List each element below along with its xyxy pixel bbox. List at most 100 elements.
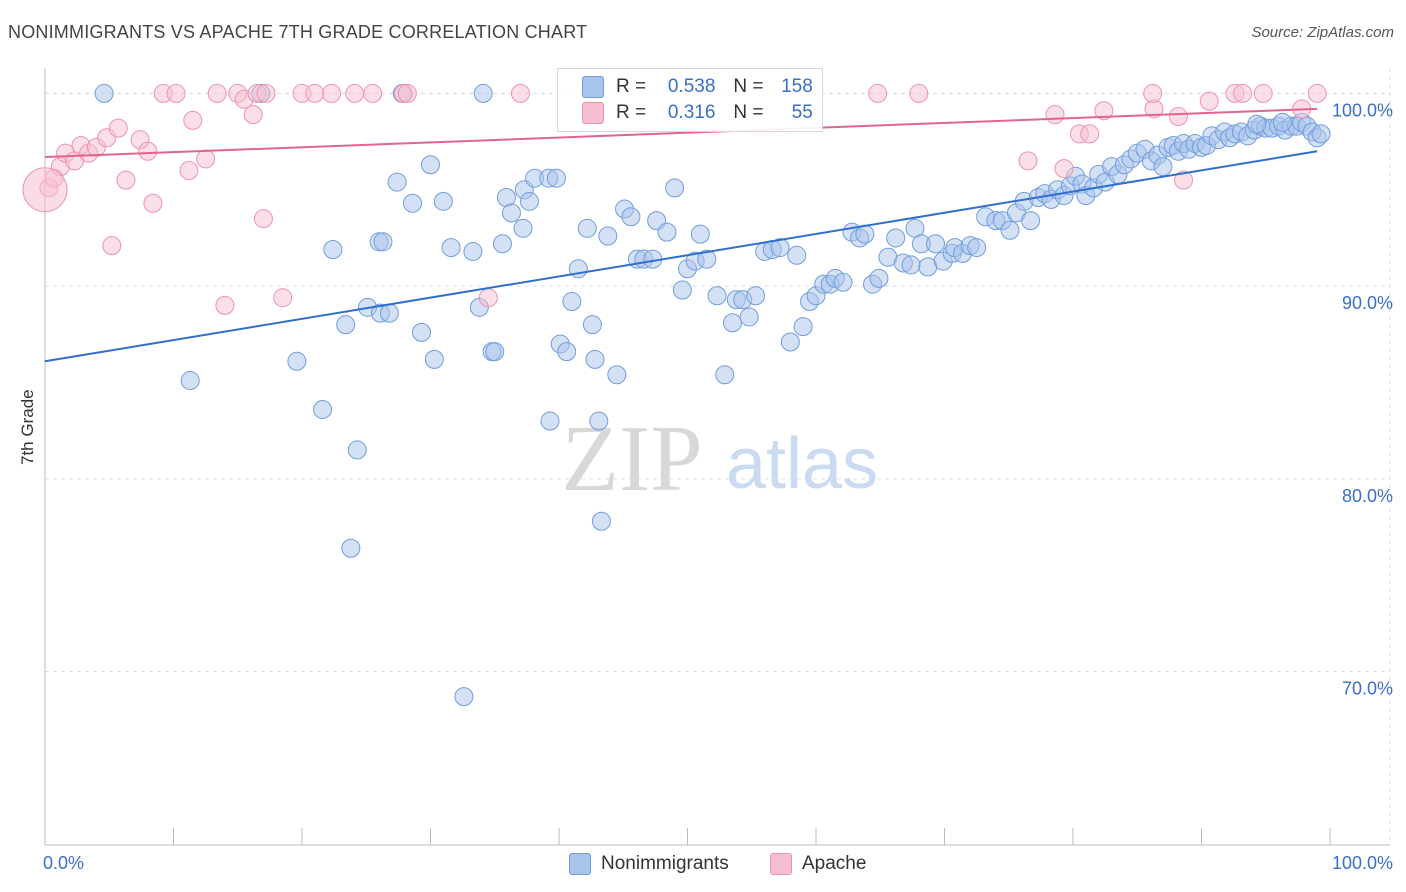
apache-point [1045,105,1065,125]
nonimmigrants-point [336,315,356,335]
nonimmigrants-point [421,155,440,175]
apache-point [322,83,342,103]
nonimmigrants-point [589,411,609,431]
nonimmigrants-point [746,286,766,306]
legend-row-apache: R = 0.316 N = 55 [582,101,813,125]
apache-point [183,110,203,130]
legend-n-value: 158 [781,76,813,97]
legend-swatch-blue [569,853,591,875]
legend-n-label: N = [733,76,764,97]
y-axis-label: 7th Grade [18,389,37,465]
nonimmigrants-point [492,234,512,254]
apache-point [1174,170,1194,190]
nonimmigrants-point [485,342,505,362]
nonimmigrants-point [501,203,521,223]
apache-point [138,141,158,161]
legend-r-label: R = [616,102,647,123]
nonimmigrants-point [441,238,461,258]
legend-r-label: R = [616,76,647,97]
nonimmigrants-point [1153,157,1173,177]
nonimmigrants-point [313,399,333,419]
nonimmigrants-point [1021,211,1041,231]
apache-point [102,236,122,256]
nonimmigrants-point [562,292,582,312]
nonimmigrants-point [715,365,735,385]
nonimmigrants-point [412,322,432,342]
apache-point [207,83,227,103]
nonimmigrants-point [707,286,727,306]
nonimmigrants-point [463,241,483,261]
apache-point [179,161,199,181]
nonimmigrants-point [967,238,987,258]
apache-point [397,83,417,103]
x-tick-label: 100.0% [1332,853,1393,873]
nonimmigrants-point [1272,112,1292,132]
watermark-zip: ZIP [562,407,703,511]
nonimmigrants-point [582,315,602,335]
apache-point [510,83,530,103]
apache-point [1253,83,1273,103]
nonimmigrants-point [540,411,560,431]
apache-point [1018,151,1038,171]
apache-point [1094,101,1114,121]
apache-point [256,83,276,103]
nonimmigrants-point [1311,124,1331,144]
apache-point [1080,124,1100,144]
nonimmigrants-point [739,307,759,327]
nonimmigrants-point [869,268,889,288]
nonimmigrants-point [94,83,114,103]
nonimmigrants-point [901,255,921,275]
apache-point [108,118,128,138]
nonimmigrants-point [433,191,453,211]
nonimmigrants-point [379,303,399,323]
legend-swatch-blue [582,76,604,98]
bottom-legend-nonimmigrants[interactable]: Nonimmigrants [569,852,729,876]
apache-point [478,288,498,308]
apache-trend-line [44,107,1318,159]
apache-point [1307,83,1327,103]
nonimmigrants-point [180,371,200,391]
apache-point [363,83,383,103]
nonimmigrants-point [1247,114,1267,134]
legend-label-nonimmigrants: Nonimmigrants [601,853,729,874]
nonimmigrants-point [323,240,343,260]
nonimmigrants-trend-line [44,150,1318,363]
nonimmigrants-point [557,342,577,362]
apache-point [273,288,293,308]
nonimmigrants-point [287,351,307,371]
nonimmigrants-point [424,349,444,369]
legend-n-value: 55 [791,102,813,123]
nonimmigrants-point [1000,220,1020,240]
legend-r-value: 0.538 [667,76,716,97]
apache-point [1168,107,1188,127]
apache-point [116,170,136,190]
apache-point [305,83,325,103]
apache-point [196,149,216,169]
y-tick-label: 80.0% [1342,486,1393,506]
nonimmigrants-point [387,172,407,192]
bottom-legend-apache[interactable]: Apache [770,852,866,876]
x-tick-label: 0.0% [43,853,84,873]
nonimmigrants-point [697,249,717,269]
nonimmigrants-point [454,687,474,707]
apache-point [1143,83,1163,103]
nonimmigrants-point [373,232,393,252]
nonimmigrants-point [665,178,685,198]
chart-title: NONIMMIGRANTS VS APACHE 7TH GRADE CORREL… [8,22,588,42]
nonimmigrants-point [780,332,800,352]
y-tick-label: 100.0% [1332,100,1393,120]
apache-point [143,193,163,213]
nonimmigrants-point [519,191,539,211]
apache-point [22,167,68,213]
apache-point [909,83,929,103]
series-points [22,83,1331,707]
nonimmigrants-point [621,207,641,227]
y-tick-label: 70.0% [1342,679,1393,699]
trend-lines [44,107,1318,363]
nonimmigrants-point [513,218,533,238]
legend-swatch-pink [582,102,604,124]
nonimmigrants-point [591,511,611,531]
apache-point [166,83,186,103]
tick-labels: 70.0% 80.0% 90.0% 100.0% 0.0% 100.0% [43,100,1393,873]
